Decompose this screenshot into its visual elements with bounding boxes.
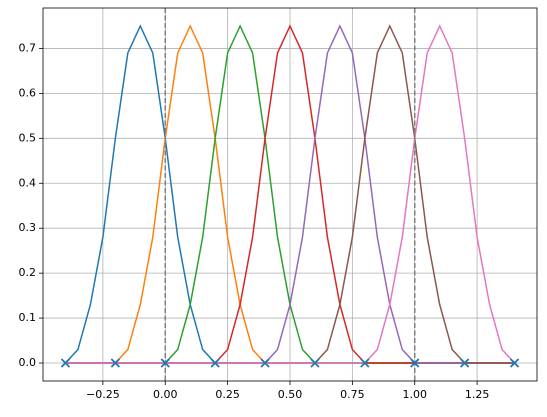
knot-marker (460, 358, 470, 368)
knot-marker (360, 358, 370, 368)
knot-marker (509, 358, 520, 368)
knot-marker (60, 358, 71, 368)
x-tick-label: 0.50 (278, 388, 303, 401)
knot-marker (410, 358, 420, 368)
axes-frame (42, 7, 538, 382)
x-tick-label: −0.25 (86, 388, 120, 401)
curve (65, 24, 516, 364)
y-tick-label: 0.4 (19, 176, 37, 189)
knot-marker (210, 358, 220, 368)
y-tick-label: 0.1 (19, 311, 37, 324)
y-tick-label: 0.6 (19, 86, 37, 99)
knot-marker (110, 358, 120, 368)
y-tick-label: 0.0 (19, 356, 37, 369)
knot-marker (260, 358, 270, 368)
knot-marker (160, 358, 170, 368)
x-tick-label: 1.25 (465, 388, 490, 401)
y-tick-label: 0.7 (19, 41, 37, 54)
x-tick-label: 0.75 (340, 388, 365, 401)
y-tick-label: 0.2 (19, 266, 37, 279)
knot-marker (310, 358, 320, 368)
x-tick-label: 0.00 (153, 388, 178, 401)
x-tick-label: 1.00 (402, 388, 427, 401)
y-tick-label: 0.3 (19, 221, 37, 234)
x-tick-label: 0.25 (215, 388, 240, 401)
y-tick-label: 0.5 (19, 131, 37, 144)
